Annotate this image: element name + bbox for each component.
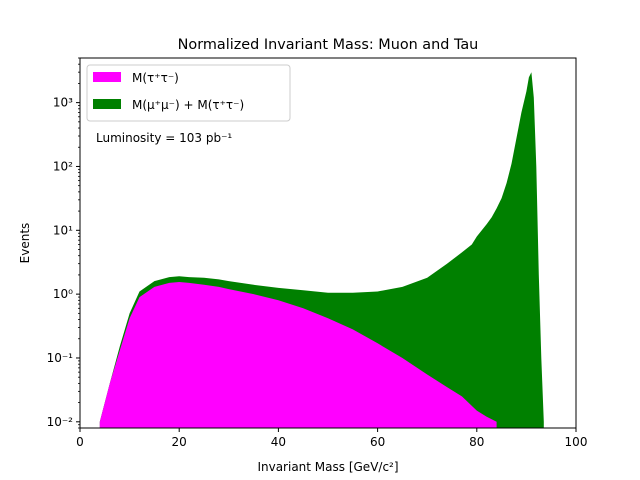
y-tick-label: 10⁰ (53, 287, 73, 301)
plot-frame (79, 57, 577, 429)
y-axis-label: Events (18, 223, 32, 264)
x-tick-label: 100 (565, 435, 588, 449)
y-tick-label: 10⁻¹ (47, 351, 74, 365)
x-tick-label: 80 (469, 435, 484, 449)
legend-swatch-tau (93, 72, 121, 82)
y-tick-label: 10² (53, 159, 73, 173)
y-axis-ticks: 10⁻² 10⁻¹ 10⁰ 10¹ 10² 10³ (47, 57, 80, 429)
series-layer (99, 72, 544, 428)
x-tick-label: 0 (76, 435, 84, 449)
series-area-1 (99, 282, 497, 428)
legend-label-muon-plus-tau: M(μ⁺μ⁻) + M(τ⁺τ⁻) (132, 98, 244, 112)
y-tick-label: 10³ (53, 96, 73, 110)
x-axis-ticks: 0 20 40 60 80 100 (76, 428, 587, 449)
luminosity-annotation: Luminosity = 103 pb⁻¹ (96, 131, 232, 145)
x-tick-label: 40 (271, 435, 286, 449)
y-tick-label: 10⁻² (47, 415, 74, 429)
legend-box (86, 64, 291, 122)
x-tick-label: 60 (370, 435, 385, 449)
legend-swatch-muon-plus-tau (93, 99, 121, 109)
chart-title: Normalized Invariant Mass: Muon and Tau (178, 37, 479, 53)
y-tick-label: 10¹ (53, 223, 73, 237)
x-axis-label: Invariant Mass [GeV/c²] (257, 460, 398, 474)
x-tick-label: 20 (172, 435, 187, 449)
legend: M(τ⁺τ⁻) M(μ⁺μ⁻) + M(τ⁺τ⁻) (86, 64, 291, 122)
legend-label-tau: M(τ⁺τ⁻) (132, 71, 179, 85)
